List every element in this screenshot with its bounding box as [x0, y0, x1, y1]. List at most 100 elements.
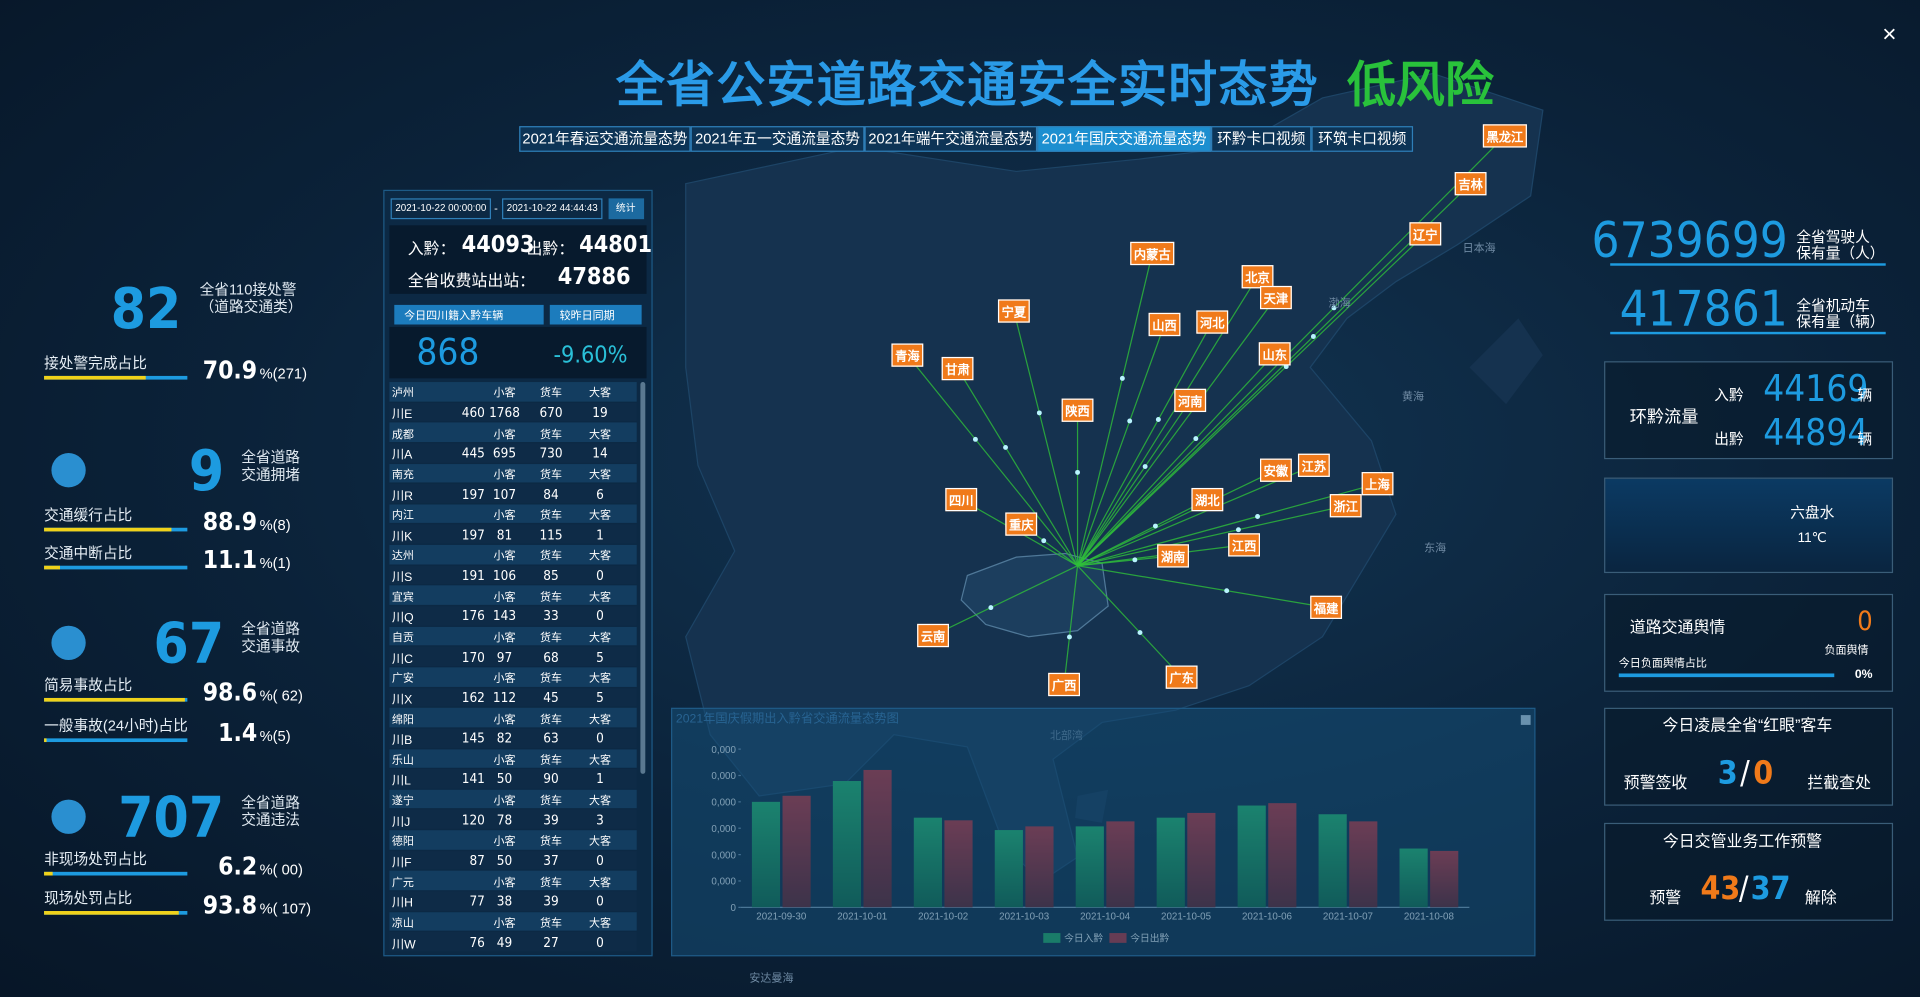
business-right: 解除: [1804, 888, 1837, 907]
column-header: 货车: [539, 794, 563, 807]
start-input[interactable]: [390, 198, 492, 220]
station-value: 47886: [557, 263, 631, 291]
opinion-value: 0: [1857, 606, 1873, 638]
redeye-right: 拦截查处: [1807, 773, 1872, 792]
table-row: [389, 891, 637, 911]
tab[interactable]: 2021年五一交通流量态势: [690, 126, 865, 152]
column-header: 小客: [493, 834, 516, 848]
rate-bar: [44, 527, 172, 532]
cell: 37: [543, 852, 559, 869]
stat-value: 82: [110, 275, 182, 342]
flow-title: 环黔流量: [1629, 406, 1699, 427]
rate-detail: %(8): [259, 516, 291, 534]
flow-line: [1077, 469, 1277, 567]
stat-label: 全省道路: [241, 448, 301, 466]
city: 广元: [391, 875, 414, 888]
flow-line: [1077, 321, 1213, 567]
cell: 5: [596, 689, 604, 706]
compare-label[interactable]: 较昨日同期: [559, 309, 615, 322]
count: 868: [416, 331, 480, 375]
column-header: 货车: [539, 712, 563, 725]
select[interactable]: [394, 304, 544, 325]
end-input[interactable]: [502, 198, 603, 220]
flow-line: [906, 354, 1079, 567]
cell: 106: [492, 567, 517, 584]
chart-panel: [671, 707, 1536, 957]
cell: 1768: [489, 404, 520, 421]
column-header: 货车: [539, 590, 563, 603]
tab[interactable]: 2021年春运交通流量态势: [519, 126, 691, 152]
column-header: 货车: [539, 468, 563, 481]
province-label: 云南: [917, 623, 949, 648]
flow-dot: [1193, 436, 1199, 442]
cell: 77: [469, 893, 485, 910]
tab[interactable]: 2021年端午交通流量态势: [864, 126, 1038, 152]
close-button[interactable]: ×: [1882, 21, 1897, 49]
province-label: 重庆: [1005, 512, 1038, 536]
flow-dot: [1236, 527, 1241, 533]
province-label: 河南: [1174, 388, 1207, 413]
opinion-label: 负面舆情: [1824, 643, 1869, 656]
plate: 川K: [391, 530, 413, 545]
city: 德阳: [391, 834, 414, 848]
table-row: [389, 769, 637, 789]
flow-dot: [1142, 464, 1148, 469]
plate: 川C: [391, 652, 413, 667]
table-row: [389, 382, 637, 402]
cell: 170: [461, 649, 485, 666]
cell: 50: [496, 771, 513, 788]
table-row: [389, 565, 637, 585]
column-header: 小客: [493, 549, 516, 562]
underline: [1610, 263, 1886, 266]
column-header: 大客: [588, 875, 612, 888]
tab[interactable]: 环筑卡口视频: [1311, 126, 1414, 152]
business-a: 43: [1700, 870, 1741, 908]
sea-label: 日本海: [1462, 241, 1496, 255]
business-b: 37: [1750, 870, 1791, 908]
unit: 辆: [1857, 430, 1873, 448]
info-box: [1604, 707, 1894, 806]
tab[interactable]: 2021年国庆交通流量态势: [1037, 126, 1212, 152]
plate: 川H: [391, 897, 413, 911]
rate-bar: [44, 375, 146, 380]
column-header: 货车: [539, 916, 563, 929]
column-header: 大客: [588, 427, 612, 440]
rate-bar: [44, 911, 179, 915]
info-box: [1604, 822, 1894, 921]
flow-dot: [1155, 417, 1161, 422]
cell: 81: [496, 526, 513, 543]
cell: 730: [539, 445, 563, 462]
table-row: [389, 545, 637, 565]
drivers-label: 全省驾驶人: [1796, 228, 1870, 246]
cell: 87: [469, 852, 485, 869]
rate-label: 简易事故占比: [44, 676, 133, 694]
flow-line: [1077, 565, 1183, 678]
rate-value: 11.1: [202, 544, 258, 575]
icon: [51, 625, 86, 661]
province-label: 天津: [1260, 285, 1292, 310]
table-row: [389, 483, 637, 504]
rate-value: 70.9: [202, 355, 258, 385]
province-label: 辽宁: [1409, 222, 1442, 246]
city: 广安: [391, 671, 414, 685]
cell: 197: [461, 526, 485, 543]
vehicles-value: 417861: [1619, 281, 1788, 338]
table-row: [389, 850, 637, 870]
province-label: 江西: [1228, 533, 1261, 557]
flow-dot: [1041, 538, 1047, 544]
plate: 川S: [391, 571, 413, 585]
query-button[interactable]: [608, 198, 645, 220]
select-label[interactable]: 今日四川籍入黔车辆: [404, 309, 504, 322]
table-row: [389, 687, 637, 707]
table-row: [389, 748, 637, 768]
compare-button[interactable]: [549, 304, 642, 325]
table-row: [389, 789, 637, 809]
in-label: 入黔：: [407, 239, 456, 258]
plate: 川X: [391, 693, 413, 708]
tab[interactable]: 环黔卡口视频: [1211, 126, 1312, 152]
flow-dot: [1119, 375, 1125, 381]
ratio-text: 0%: [1854, 667, 1873, 682]
column-header: 大客: [588, 753, 612, 766]
query-button-label[interactable]: 统计: [615, 202, 636, 214]
cell: 27: [543, 934, 559, 951]
